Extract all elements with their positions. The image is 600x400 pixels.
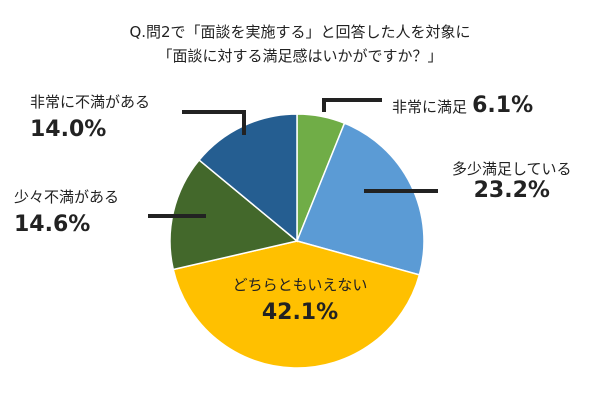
value-label: 6.1% — [472, 93, 534, 118]
leader-very-satisfied — [322, 98, 382, 112]
chart-title-line-1: Q.問2で「面談を実施する」と回答した人を対象に — [129, 23, 471, 41]
slice-label-somewhat-dissatisfied: 少々不満がある 14.6% — [14, 188, 119, 238]
pie-slice-neutral — [172, 240, 421, 369]
category-label: どちらともいえない — [232, 276, 368, 294]
slice-label-very-satisfied: 非常に満足 6.1% — [392, 93, 533, 119]
pie-slice-somewhat-satisfied — [295, 122, 425, 276]
value-label: 14.6% — [14, 212, 91, 237]
slice-label-neutral: どちらともいえない 42.1% — [200, 276, 400, 326]
slice-label-somewhat-satisfied: 多少満足している 23.2% — [452, 160, 572, 204]
category-label: 非常に満足 — [392, 98, 468, 116]
leader-very-dissatisfied — [182, 110, 246, 135]
category-label: 多少満足している — [452, 160, 572, 178]
value-label: 42.1% — [261, 300, 339, 325]
slice-label-very-dissatisfied: 非常に不満がある 14.0% — [30, 93, 150, 143]
chart-title-line-2: 「面談に対する満足感はいかがですか？」 — [157, 47, 443, 65]
category-label: 非常に不満がある — [30, 93, 151, 111]
value-label: 23.2% — [473, 178, 550, 203]
pie-slice-somewhat-dissatisfied — [169, 158, 299, 271]
category-label: 少々不満がある — [14, 188, 120, 206]
value-label: 14.0% — [30, 117, 107, 142]
